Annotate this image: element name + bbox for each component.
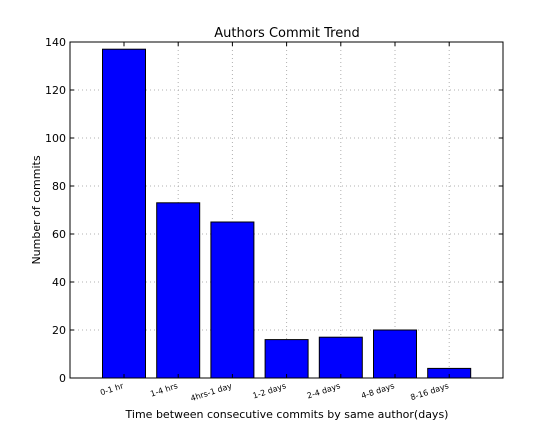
x-tick-label: 1-4 hrs <box>149 381 179 398</box>
y-tick-label: 0 <box>59 372 66 385</box>
y-tick-label: 20 <box>52 324 66 337</box>
bar-4-8-days <box>373 329 417 379</box>
bar-0-1-hr <box>102 48 146 379</box>
x-tick-label: 8-16 days <box>409 381 449 402</box>
y-tick-label: 120 <box>45 84 66 97</box>
bar-4hrs-1-day <box>210 221 255 379</box>
bar-2-4-days <box>318 336 363 379</box>
x-tick-label: 0-1 hr <box>99 381 125 397</box>
y-tick-label: 140 <box>45 36 66 49</box>
x-axis-label: Time between consecutive commits by same… <box>125 408 449 420</box>
bar-1-2-days <box>264 339 309 379</box>
x-tick-label: 4-8 days <box>360 381 396 400</box>
y-tick-label: 80 <box>52 180 66 193</box>
y-tick-label: 60 <box>52 228 66 241</box>
x-tick-label: 4hrs-1 day <box>189 381 233 403</box>
x-tick-label: 1-2 days <box>252 381 288 400</box>
y-axis-ticks: 0 20 40 60 80 100 120 140 <box>45 36 503 385</box>
chart-title: Authors Commit Trend <box>214 26 359 41</box>
y-axis-label: Number of commits <box>30 155 43 264</box>
bars <box>102 48 472 379</box>
bar-1-4-hrs <box>156 202 201 379</box>
y-tick-label: 40 <box>52 276 66 289</box>
x-tick-label: 2-4 days <box>306 381 342 400</box>
y-tick-label: 100 <box>45 132 66 145</box>
